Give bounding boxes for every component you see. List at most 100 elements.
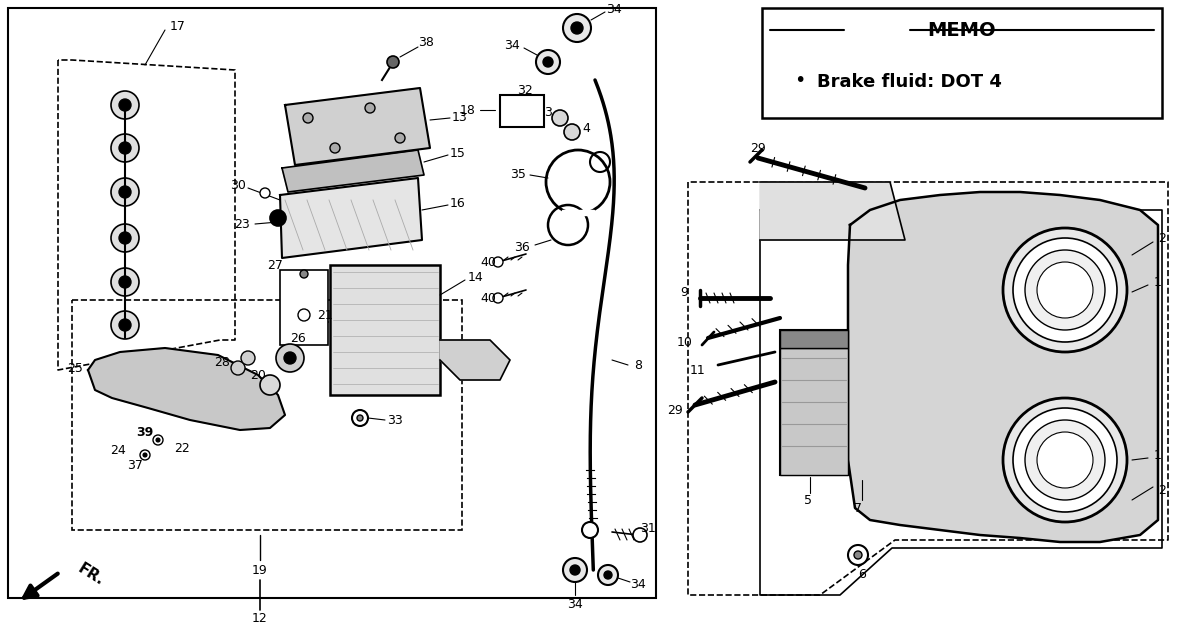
Bar — [8, 8, 656, 598]
Bar — [279, 270, 328, 345]
Circle shape — [241, 351, 255, 365]
Text: 40: 40 — [480, 255, 496, 269]
Text: 2: 2 — [1158, 483, 1166, 497]
Text: 34: 34 — [505, 38, 520, 51]
Circle shape — [564, 14, 591, 42]
Circle shape — [598, 565, 618, 585]
Polygon shape — [88, 348, 285, 430]
Text: 12: 12 — [252, 611, 268, 625]
Circle shape — [1013, 408, 1117, 512]
Circle shape — [111, 224, 139, 252]
Circle shape — [552, 110, 568, 126]
Text: 27: 27 — [268, 259, 283, 271]
Circle shape — [119, 142, 131, 154]
Text: 32: 32 — [518, 83, 533, 97]
Circle shape — [387, 56, 399, 68]
Text: 25: 25 — [67, 362, 83, 374]
Text: MEMO: MEMO — [928, 20, 996, 40]
Bar — [500, 95, 544, 127]
Circle shape — [569, 565, 580, 575]
Text: 35: 35 — [511, 168, 526, 180]
Text: 6: 6 — [858, 568, 865, 582]
Text: 33: 33 — [387, 413, 403, 426]
Circle shape — [111, 268, 139, 296]
Circle shape — [119, 276, 131, 288]
Text: 39: 39 — [137, 426, 153, 438]
Text: 23: 23 — [235, 218, 250, 230]
Polygon shape — [282, 150, 424, 192]
Circle shape — [140, 450, 150, 460]
Circle shape — [298, 309, 310, 321]
Text: 26: 26 — [290, 332, 305, 344]
Text: 9: 9 — [680, 285, 689, 298]
Circle shape — [1013, 238, 1117, 342]
Circle shape — [493, 257, 503, 267]
Circle shape — [544, 57, 553, 67]
Circle shape — [143, 453, 147, 457]
Text: 20: 20 — [250, 369, 266, 381]
Text: 28: 28 — [215, 355, 230, 369]
Circle shape — [270, 210, 286, 226]
Text: 17: 17 — [170, 19, 186, 33]
Bar — [780, 330, 848, 475]
Text: 34: 34 — [630, 579, 646, 591]
Polygon shape — [279, 178, 422, 258]
Text: 22: 22 — [174, 442, 190, 454]
Text: 29: 29 — [667, 403, 683, 417]
Circle shape — [633, 528, 647, 542]
Circle shape — [119, 319, 131, 331]
Circle shape — [1025, 420, 1105, 500]
Text: 3: 3 — [544, 106, 552, 118]
Circle shape — [854, 551, 862, 559]
Text: Brake fluid: DOT 4: Brake fluid: DOT 4 — [817, 73, 1002, 91]
Circle shape — [119, 99, 131, 111]
Circle shape — [848, 545, 868, 565]
Circle shape — [395, 133, 406, 143]
Text: 1: 1 — [1154, 449, 1162, 461]
Text: 10: 10 — [677, 335, 693, 349]
Circle shape — [153, 435, 163, 445]
Polygon shape — [848, 192, 1158, 542]
Circle shape — [1038, 262, 1093, 318]
Text: 34: 34 — [567, 598, 582, 611]
Bar — [330, 265, 440, 395]
Text: 5: 5 — [804, 493, 812, 506]
Text: 8: 8 — [634, 358, 643, 371]
Circle shape — [111, 134, 139, 162]
Circle shape — [353, 410, 368, 426]
Circle shape — [231, 361, 245, 375]
Circle shape — [119, 232, 131, 244]
Polygon shape — [285, 88, 430, 165]
Text: 36: 36 — [514, 241, 529, 253]
Text: 24: 24 — [110, 444, 126, 456]
Text: 14: 14 — [468, 271, 483, 284]
Text: 34: 34 — [606, 3, 621, 15]
Circle shape — [111, 91, 139, 119]
Text: 30: 30 — [230, 179, 246, 191]
Text: 2: 2 — [1158, 232, 1166, 244]
Circle shape — [284, 352, 296, 364]
Circle shape — [365, 103, 375, 113]
Text: 31: 31 — [640, 522, 656, 534]
Circle shape — [604, 571, 612, 579]
Text: 15: 15 — [450, 147, 466, 159]
Circle shape — [111, 178, 139, 206]
Text: 11: 11 — [690, 364, 705, 376]
Circle shape — [276, 344, 304, 372]
Text: FR.: FR. — [75, 561, 106, 589]
Text: 7: 7 — [854, 502, 862, 515]
Circle shape — [156, 438, 160, 442]
Circle shape — [582, 522, 598, 538]
Polygon shape — [562, 210, 594, 215]
Text: 18: 18 — [460, 104, 476, 116]
Circle shape — [1025, 250, 1105, 330]
Circle shape — [1003, 228, 1127, 352]
Text: 1: 1 — [1154, 275, 1162, 289]
Bar — [780, 330, 848, 348]
Bar — [72, 300, 462, 530]
Circle shape — [261, 188, 270, 198]
Text: 4: 4 — [582, 122, 590, 134]
Circle shape — [119, 186, 131, 198]
Bar — [780, 348, 848, 475]
Circle shape — [564, 558, 587, 582]
